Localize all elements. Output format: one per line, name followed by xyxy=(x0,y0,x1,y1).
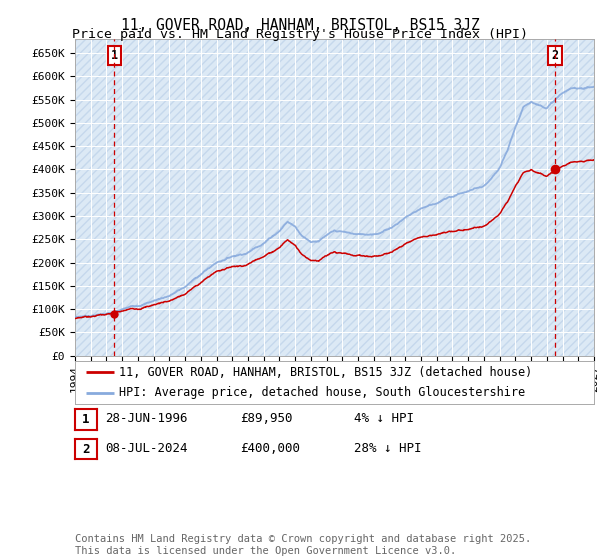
Text: HPI: Average price, detached house, South Gloucestershire: HPI: Average price, detached house, Sout… xyxy=(119,386,525,399)
Text: 11, GOVER ROAD, HANHAM, BRISTOL, BS15 3JZ (detached house): 11, GOVER ROAD, HANHAM, BRISTOL, BS15 3J… xyxy=(119,366,532,379)
Text: £400,000: £400,000 xyxy=(240,441,300,455)
Text: 08-JUL-2024: 08-JUL-2024 xyxy=(105,441,187,455)
Text: 28-JUN-1996: 28-JUN-1996 xyxy=(105,412,187,425)
Text: 28% ↓ HPI: 28% ↓ HPI xyxy=(354,441,421,455)
Text: Contains HM Land Registry data © Crown copyright and database right 2025.
This d: Contains HM Land Registry data © Crown c… xyxy=(75,534,531,556)
Text: 2: 2 xyxy=(82,442,90,456)
Text: £89,950: £89,950 xyxy=(240,412,293,425)
Text: 1: 1 xyxy=(82,413,90,426)
Text: 1: 1 xyxy=(110,49,118,62)
Text: Price paid vs. HM Land Registry's House Price Index (HPI): Price paid vs. HM Land Registry's House … xyxy=(72,28,528,41)
Text: 2: 2 xyxy=(551,49,559,62)
Text: 4% ↓ HPI: 4% ↓ HPI xyxy=(354,412,414,425)
Text: 11, GOVER ROAD, HANHAM, BRISTOL, BS15 3JZ: 11, GOVER ROAD, HANHAM, BRISTOL, BS15 3J… xyxy=(121,18,479,33)
